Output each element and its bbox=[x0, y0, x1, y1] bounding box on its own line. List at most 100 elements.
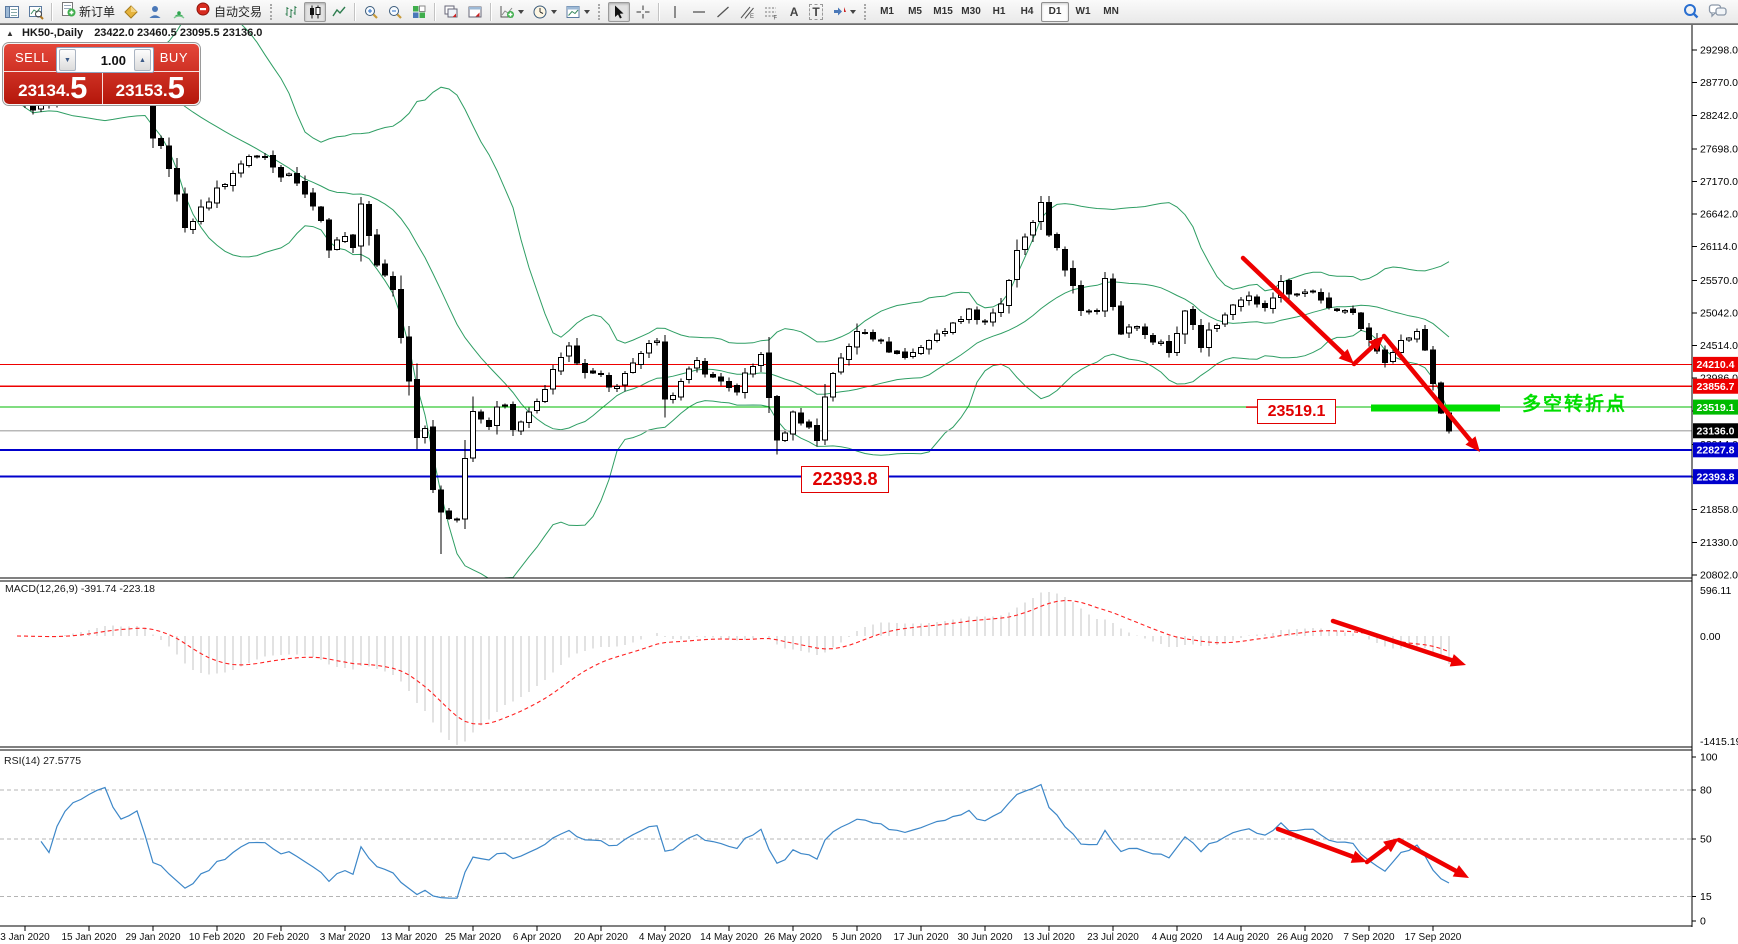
turning-point-note[interactable]: 多空转折点 bbox=[1522, 394, 1628, 415]
search-icon[interactable] bbox=[1679, 1, 1703, 21]
line-chart-icon[interactable] bbox=[328, 2, 350, 22]
volume-increase-button[interactable]: ▲ bbox=[134, 49, 151, 71]
new-order-label: 新订单 bbox=[79, 5, 116, 19]
svg-text:4 Aug 2020: 4 Aug 2020 bbox=[1152, 932, 1203, 943]
toolbar-grip[interactable] bbox=[598, 3, 603, 20]
cursor-icon[interactable] bbox=[608, 1, 631, 22]
resistance-price-callout[interactable]: 23519.1 bbox=[1257, 399, 1336, 424]
buy-price-pips: 5 bbox=[167, 70, 185, 105]
tile-windows-icon[interactable] bbox=[408, 2, 430, 22]
timeframe-h4[interactable]: H4 bbox=[1020, 6, 1034, 17]
fibonacci-icon[interactable]: F bbox=[760, 2, 782, 22]
svg-text:25 Mar 2020: 25 Mar 2020 bbox=[445, 932, 502, 943]
macd-signal-line bbox=[16, 599, 1450, 725]
rsi-pane bbox=[0, 783, 1692, 899]
buy-label: BUY bbox=[159, 50, 188, 65]
svg-text:26642.0: 26642.0 bbox=[1700, 209, 1738, 221]
trend-arrow bbox=[1381, 333, 1473, 443]
shapes-button[interactable] bbox=[828, 2, 859, 22]
label-tool-glyph: T bbox=[809, 3, 823, 20]
timeframe-m5[interactable]: M5 bbox=[908, 6, 922, 17]
candles-layer bbox=[14, 57, 1452, 555]
text-tool-icon[interactable]: A bbox=[784, 2, 804, 22]
axis-price-box bbox=[1693, 356, 1738, 372]
bollinger-band-line bbox=[16, 25, 1450, 344]
trend-arrow-head bbox=[1350, 850, 1367, 863]
svg-text:28242.0: 28242.0 bbox=[1700, 110, 1738, 122]
svg-text:5 Jun 2020: 5 Jun 2020 bbox=[832, 932, 882, 943]
bollinger-band-line bbox=[16, 85, 1450, 431]
trend-arrow-head bbox=[1452, 865, 1469, 878]
crosshair-icon[interactable] bbox=[632, 2, 654, 22]
svg-text:23136.0: 23136.0 bbox=[1697, 426, 1735, 438]
period-caret bbox=[551, 9, 558, 14]
trend-arrow-head bbox=[1465, 436, 1480, 452]
indicators-caret bbox=[518, 9, 525, 14]
sell-price[interactable]: 23134. 5 bbox=[4, 72, 102, 104]
new-order-icon bbox=[60, 1, 76, 22]
arrange-windows-icon[interactable] bbox=[464, 2, 486, 22]
cascade-windows-icon[interactable] bbox=[440, 2, 462, 22]
hline-icon[interactable] bbox=[688, 2, 710, 22]
timeframe-mn[interactable]: MN bbox=[1103, 6, 1119, 17]
label-tool-icon[interactable]: T bbox=[806, 2, 826, 22]
svg-text:F: F bbox=[774, 15, 778, 20]
svg-text:14 May 2020: 14 May 2020 bbox=[700, 932, 758, 943]
market-watch-icon[interactable] bbox=[1, 2, 23, 22]
market-icon[interactable] bbox=[144, 2, 166, 22]
svg-text:E: E bbox=[750, 14, 754, 20]
autotrading-button[interactable]: 自动交易 bbox=[192, 2, 265, 22]
volume-input[interactable]: ▼ 1.00 ▲ bbox=[56, 47, 154, 73]
metaeditor-icon[interactable] bbox=[120, 2, 142, 22]
svg-text:25042.0: 25042.0 bbox=[1700, 307, 1738, 319]
bar-chart-icon[interactable] bbox=[280, 2, 302, 22]
svg-text:0: 0 bbox=[1700, 916, 1706, 928]
svg-text:80: 80 bbox=[1700, 784, 1712, 796]
support-price-callout[interactable]: 22393.8 bbox=[801, 466, 889, 493]
new-order-button[interactable]: 新订单 bbox=[57, 2, 118, 22]
collapse-panel-icon[interactable]: ▲ bbox=[6, 29, 14, 38]
support-zone-bar bbox=[1371, 404, 1500, 412]
timeframe-d1[interactable]: D1 bbox=[1041, 1, 1070, 22]
zoom-in-icon[interactable] bbox=[360, 2, 382, 22]
sell-label: SELL bbox=[15, 50, 49, 65]
timeframe-w1[interactable]: W1 bbox=[1075, 6, 1091, 17]
svg-text:100: 100 bbox=[1700, 752, 1718, 764]
buy-price-main: 23153. bbox=[115, 81, 168, 100]
axis-price-box bbox=[1693, 469, 1738, 485]
macd-pane bbox=[16, 592, 1450, 745]
data-window-icon[interactable] bbox=[25, 2, 47, 22]
svg-text:0.00: 0.00 bbox=[1700, 631, 1721, 643]
svg-text:3 Jan 2020: 3 Jan 2020 bbox=[0, 932, 50, 943]
toolbar-grip[interactable] bbox=[864, 3, 869, 20]
zoom-out-icon[interactable] bbox=[384, 2, 406, 22]
toolbar-separator bbox=[51, 2, 53, 21]
candlestick-chart-icon[interactable] bbox=[304, 1, 327, 22]
period-button[interactable] bbox=[529, 2, 560, 22]
timeframe-h1[interactable]: H1 bbox=[992, 6, 1006, 17]
chart-ohlc-values: 23422.0 23460.5 23095.5 23136.0 bbox=[94, 27, 263, 39]
vline-icon[interactable] bbox=[664, 2, 686, 22]
signals-icon[interactable] bbox=[168, 2, 190, 22]
rsi-indicator-label: RSI(14) 27.5775 bbox=[4, 755, 82, 767]
svg-text:28770.0: 28770.0 bbox=[1700, 77, 1738, 89]
volume-value[interactable]: 1.00 bbox=[100, 52, 126, 68]
shapes-caret bbox=[850, 9, 857, 14]
svg-text:4 May 2020: 4 May 2020 bbox=[639, 932, 692, 943]
template-button[interactable] bbox=[562, 2, 593, 22]
chat-icon[interactable] bbox=[1705, 1, 1731, 21]
one-click-trading-panel: SELL BUY ▼ 1.00 ▲ 23134. 5 23153. 5 bbox=[3, 43, 200, 105]
sell-button[interactable]: SELL bbox=[4, 44, 100, 72]
timeframe-m30[interactable]: M30 bbox=[961, 6, 981, 17]
toolbar-grip[interactable] bbox=[270, 3, 275, 20]
volume-decrease-button[interactable]: ▼ bbox=[59, 49, 76, 71]
bollinger-band-line bbox=[16, 100, 1450, 578]
timeframe-m15[interactable]: M15 bbox=[933, 6, 953, 17]
buy-price[interactable]: 23153. 5 bbox=[102, 72, 200, 104]
timeframe-toolbar: M1 M5 M15 M30 H1 H4 D1 W1 MN bbox=[873, 1, 1125, 22]
indicators-button[interactable] bbox=[496, 2, 527, 22]
channel-icon[interactable]: E bbox=[736, 2, 758, 22]
timeframe-m1[interactable]: M1 bbox=[880, 6, 894, 17]
trendline-icon[interactable] bbox=[712, 2, 734, 22]
